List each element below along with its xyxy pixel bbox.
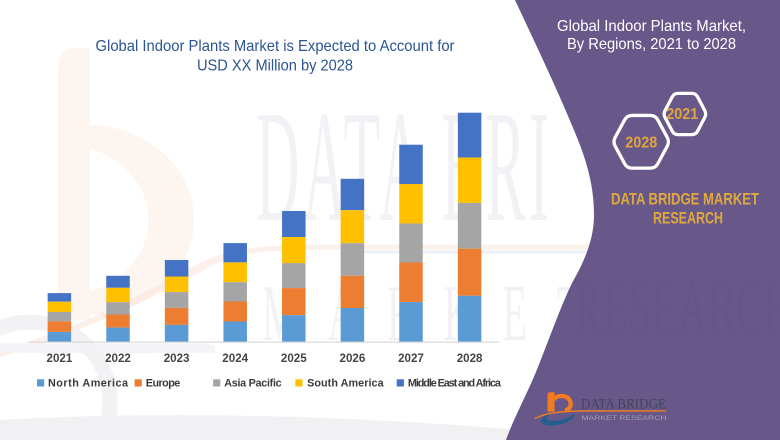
- svg-text:By Regions, 2021 to 2028: By Regions, 2021 to 2028: [567, 36, 736, 53]
- svg-text:Global Indoor Plants Market,: Global Indoor Plants Market,: [557, 18, 746, 35]
- svg-text:2028: 2028: [625, 135, 657, 152]
- svg-text:Global Indoor Plants Market is: Global Indoor Plants Market is Expected …: [96, 38, 456, 55]
- svg-text:North America: North America: [48, 377, 129, 389]
- svg-text:RESEARCH: RESEARCH: [653, 209, 723, 228]
- svg-text:2021: 2021: [47, 352, 73, 365]
- svg-text:USD XX Million by 2028: USD XX Million by 2028: [197, 58, 353, 75]
- svg-text:DATA BRIDGE MARKET: DATA BRIDGE MARKET: [611, 190, 760, 209]
- svg-text:2025: 2025: [281, 352, 307, 365]
- svg-text:2026: 2026: [340, 352, 366, 365]
- svg-text:South America: South America: [307, 377, 384, 389]
- svg-text:MARKET RESEARCH: MARKET RESEARCH: [582, 415, 667, 422]
- svg-text:2021: 2021: [666, 106, 698, 123]
- svg-text:RESEARCH: RESEARCH: [575, 265, 780, 350]
- svg-text:Asia Pacific: Asia Pacific: [224, 377, 282, 389]
- svg-text:2027: 2027: [398, 352, 424, 365]
- svg-text:Middle East and Africa: Middle East and Africa: [408, 377, 502, 389]
- svg-text:2023: 2023: [164, 352, 190, 365]
- svg-text:2024: 2024: [222, 352, 248, 365]
- svg-text:2022: 2022: [105, 352, 131, 365]
- svg-text:DATA BRIDGE: DATA BRIDGE: [581, 396, 666, 412]
- svg-text:Europe: Europe: [146, 377, 181, 389]
- svg-text:2028: 2028: [457, 352, 483, 365]
